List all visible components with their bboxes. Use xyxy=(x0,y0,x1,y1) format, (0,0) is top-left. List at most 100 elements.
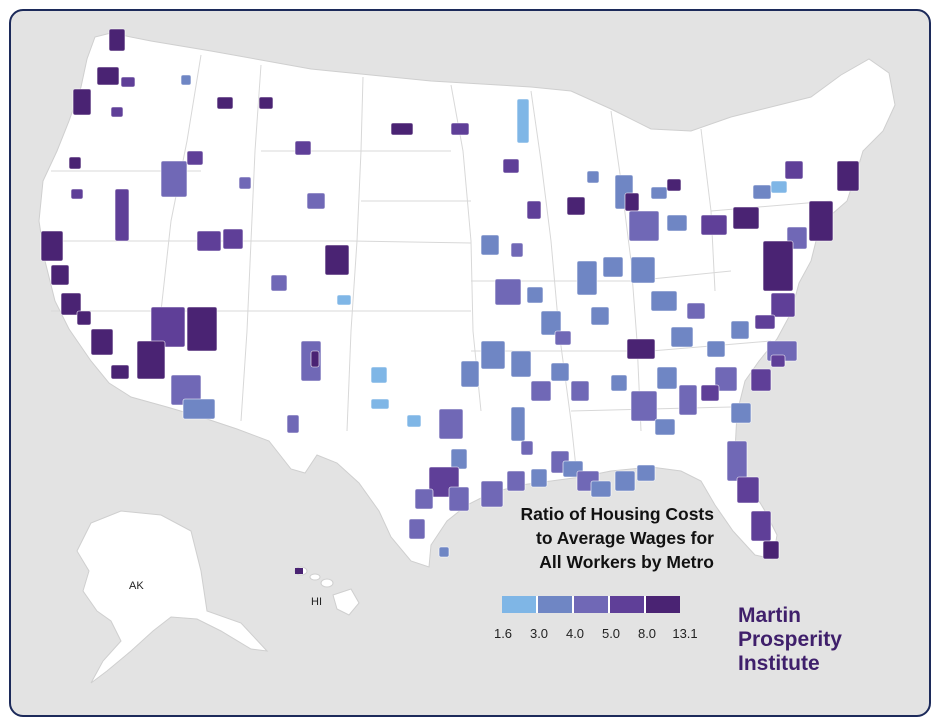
metro-areas xyxy=(40,28,860,574)
metro-area xyxy=(736,476,760,504)
metro-area xyxy=(650,290,678,312)
metro-area xyxy=(762,240,794,292)
metro-area xyxy=(670,326,694,348)
title-line-3: All Workers by Metro xyxy=(539,552,714,572)
legend-tick: 8.0 xyxy=(637,626,657,641)
metro-area xyxy=(160,160,188,198)
legend-swatch-1 xyxy=(502,596,538,613)
metro-area xyxy=(60,292,82,316)
metro-area xyxy=(726,440,748,482)
metro-area xyxy=(120,76,136,88)
metro-area xyxy=(520,440,534,456)
metro-area xyxy=(96,66,120,86)
metro-area xyxy=(494,278,522,306)
metro-area xyxy=(526,200,542,220)
metro-area xyxy=(324,244,350,276)
legend-swatch-2 xyxy=(538,596,574,613)
metro-area xyxy=(370,398,390,410)
metro-area xyxy=(808,200,834,242)
metro-area xyxy=(630,256,656,284)
legend-swatch-3 xyxy=(574,596,610,613)
metro-area xyxy=(450,448,468,470)
legend-swatch-4 xyxy=(610,596,646,613)
legend-color-scale xyxy=(502,596,680,613)
alaska-inset xyxy=(76,510,269,684)
metro-area xyxy=(186,150,204,166)
alaska-label: AK xyxy=(129,580,144,592)
metro-area xyxy=(730,320,750,340)
logo-line-1: Martin xyxy=(738,604,801,627)
metro-area xyxy=(630,390,658,422)
metro-area xyxy=(732,206,760,230)
metro-area xyxy=(216,96,234,110)
metro-area xyxy=(270,274,288,292)
metro-area xyxy=(530,380,552,402)
metro-area xyxy=(370,366,388,384)
legend-tick: 13.1 xyxy=(672,626,698,641)
metro-area xyxy=(530,468,548,488)
logo-line-2: Prosperity xyxy=(738,628,842,651)
metro-area xyxy=(754,314,776,330)
metro-area xyxy=(438,408,464,440)
metro-area xyxy=(770,354,786,368)
metro-area xyxy=(136,340,166,380)
metro-area xyxy=(502,158,520,174)
metro-area xyxy=(686,302,706,320)
metro-area xyxy=(628,210,660,242)
metro-area xyxy=(310,350,320,368)
metro-area xyxy=(258,96,274,110)
metro-area xyxy=(182,398,216,420)
metro-area xyxy=(654,418,676,436)
metro-area xyxy=(150,306,186,348)
metro-area xyxy=(714,366,738,392)
metro-area xyxy=(114,188,130,242)
metro-area xyxy=(460,360,480,388)
metro-area xyxy=(614,470,636,492)
metro-area xyxy=(590,306,610,326)
metro-area xyxy=(516,98,530,144)
metro-area xyxy=(294,140,312,156)
legend-tick: 3.0 xyxy=(529,626,549,641)
martin-prosperity-logo: Martin Prosperity Institute xyxy=(738,604,842,676)
metro-area xyxy=(186,306,218,352)
title-line-2: to Average Wages for xyxy=(536,528,714,548)
metro-area xyxy=(784,160,804,180)
metro-area xyxy=(610,374,628,392)
us-metro-map: AK HI xyxy=(38,28,896,684)
metro-area xyxy=(76,310,92,326)
metro-area xyxy=(590,480,612,498)
legend-tick: 4.0 xyxy=(565,626,585,641)
legend-tick-labels: 1.6 3.0 4.0 5.0 8.0 13.1 xyxy=(480,626,710,644)
metro-area xyxy=(566,196,586,216)
metro-area xyxy=(836,160,860,192)
metro-area xyxy=(110,364,130,380)
metro-area xyxy=(626,338,656,360)
metro-area xyxy=(110,106,124,118)
metro-area xyxy=(510,406,526,442)
metro-area xyxy=(196,230,222,252)
metro-area xyxy=(506,470,526,492)
metro-area xyxy=(730,402,752,424)
metro-area xyxy=(70,188,84,200)
metro-area xyxy=(526,286,544,304)
metro-area xyxy=(586,170,600,184)
metro-area xyxy=(650,186,668,200)
metro-area xyxy=(390,122,414,136)
metro-area xyxy=(408,518,426,540)
title-line-1: Ratio of Housing Costs xyxy=(520,504,714,524)
metro-area xyxy=(656,366,678,390)
metro-area xyxy=(700,384,720,402)
metro-area xyxy=(576,260,598,296)
metro-area xyxy=(72,88,92,116)
metro-area xyxy=(700,214,728,236)
metro-area xyxy=(286,414,300,434)
metro-area xyxy=(222,228,244,250)
metro-area xyxy=(480,480,504,508)
metro-area xyxy=(180,74,192,86)
map-frame: AK HI xyxy=(9,9,931,717)
metro-area xyxy=(414,488,434,510)
metro-area xyxy=(570,380,590,402)
metro-area xyxy=(770,180,788,194)
metro-area xyxy=(554,330,572,346)
metro-area xyxy=(68,156,82,170)
